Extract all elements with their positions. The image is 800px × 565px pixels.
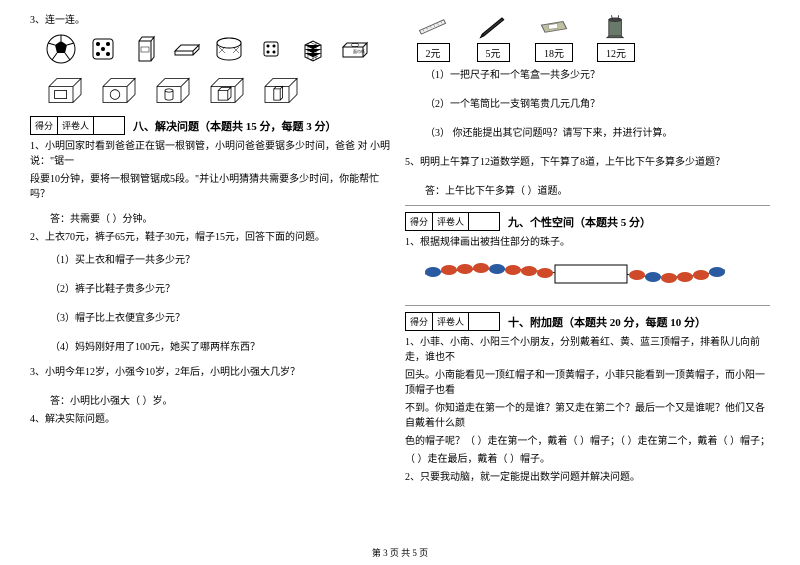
q10-1d: 色的帽子呢？（ ）走在第一个，戴着（ ）帽子；（ ）走在第二个，戴着（ ）帽子；: [405, 434, 770, 449]
sphere-shape-icon: [99, 73, 139, 108]
price-5: 5元: [477, 43, 510, 62]
q2-3: （3）帽子比上衣便宜多少元？: [30, 311, 395, 326]
section-9-header: 得分 评卷人 九、个性空间（本题共 5 分）: [405, 212, 770, 231]
soccer-ball-icon: [45, 33, 77, 65]
q3-answer: 答：小明比小强大（ ）岁。: [30, 394, 395, 409]
q2-1: （1）买上衣和帽子一共多少元？: [30, 253, 395, 268]
q2-2: （2）裤子比鞋子贵多少元？: [30, 282, 395, 297]
divider-2: [405, 305, 770, 306]
q1-line-b: 段要10分钟，要将一根钢管锯成5段。"并让小明猜猜共需要多少时间，你能帮忙吗？: [30, 172, 395, 202]
score-blank: [94, 117, 124, 134]
cube-shape-icon: [207, 73, 247, 108]
price-items-row: 2元 5元 18元 12元: [415, 12, 770, 62]
beads-diagram: [415, 256, 770, 295]
divider-1: [405, 205, 770, 206]
q1-line-a: 1、小明回家时看到爸爸正在锯一根钢管，小明问爸爸要锯多少时间，爸爸 对 小明说：…: [30, 139, 395, 169]
milk-carton-icon: [129, 33, 161, 65]
ruler-item: 2元: [415, 12, 451, 62]
q5: 5、明明上午算了12道数学题，下午算了8道，上午比下午多算多少道题？: [405, 155, 770, 170]
cuboid-shape-icon: [45, 73, 85, 108]
small-dice-icon: [255, 33, 287, 65]
q10-2: 2、只要我动脑，就一定能提出数学问题并解决问题。: [405, 470, 770, 485]
r3: （3） 你还能提出其它问题吗？请写下来，并进行计算。: [405, 126, 770, 141]
q9-1: 1、根据规律画出被挡住部分的珠子。: [405, 235, 770, 250]
cylinder-shape-icon: [153, 73, 193, 108]
q3-left: 3、小明今年12岁，小强今10岁，2年后，小明比小强大几岁？: [30, 365, 395, 380]
svg-text:面巾纸: 面巾纸: [353, 48, 365, 54]
match-bottom-row: [45, 73, 395, 108]
page-footer: 第 3 页 共 5 页: [0, 546, 800, 559]
r2: （2）一个笔筒比一支钢笔贵几元几角？: [405, 97, 770, 112]
pencase-item: 18元: [535, 12, 573, 62]
score-label-9: 得分: [406, 213, 433, 230]
q3-label: 3、连一连。: [30, 13, 395, 28]
penholder-item: 12元: [597, 12, 635, 62]
price-18: 18元: [535, 43, 573, 62]
grader-label-10: 评卷人: [433, 313, 469, 330]
r1: （1）一把尺子和一个笔盒一共多少元？: [405, 68, 770, 83]
cuboid2-shape-icon: [261, 73, 301, 108]
q10-1c: 不到。你知道走在第一个的是谁？第又走在第二个？最后一个又是谁呢？他们又各自戴着什…: [405, 401, 770, 431]
rubiks-cube-icon: [297, 33, 329, 65]
pen-item: 5元: [475, 12, 511, 62]
q10-1a: 1、小菲、小南、小阳三个小朋友，分别戴着红、黄、蓝三顶帽子，排着队儿向前走，谁也…: [405, 335, 770, 365]
q2-4: （4）妈妈刚好用了100元，她买了哪两样东西？: [30, 340, 395, 355]
q2-text: 2、上衣70元，裤子65元，鞋子30元，帽子15元，回答下面的问题。: [30, 230, 395, 245]
tissue-box-icon: 面巾纸: [339, 33, 371, 65]
q10-1b: 回头。小南能看见一顶红帽子和一顶黄帽子，小菲只能看到一顶黄帽子，而小阳一顶帽子也…: [405, 368, 770, 398]
match-top-row: 面巾纸: [45, 33, 395, 65]
price-12: 12元: [597, 43, 635, 62]
pen-icon: [475, 12, 511, 40]
score-label-10: 得分: [406, 313, 433, 330]
penholder-icon: [598, 12, 634, 40]
dice-icon: [87, 33, 119, 65]
q4-text: 4、解决实际问题。: [30, 412, 395, 427]
price-2: 2元: [417, 43, 450, 62]
section-8-title: 八、解决问题（本题共 15 分，每题 3 分）: [133, 118, 337, 134]
score-box-9: 得分 评卷人: [405, 212, 500, 231]
grader-label-9: 评卷人: [433, 213, 469, 230]
drum-icon: [213, 33, 245, 65]
section-8-header: 得分 评卷人 八、解决问题（本题共 15 分，每题 3 分）: [30, 116, 395, 135]
pencase-icon: [536, 12, 572, 40]
ruler-icon: [415, 12, 451, 40]
q1-answer: 答：共需要（ ）分钟。: [30, 212, 395, 227]
eraser-icon: [171, 33, 203, 65]
section-10-header: 得分 评卷人 十、附加题（本题共 20 分，每题 10 分）: [405, 312, 770, 331]
q10-1e: （ ）走在最后，戴着（ ）帽子。: [405, 452, 770, 467]
score-label: 得分: [31, 117, 58, 134]
section-10-title: 十、附加题（本题共 20 分，每题 10 分）: [508, 314, 706, 330]
score-box-10: 得分 评卷人: [405, 312, 500, 331]
score-blank-10: [469, 313, 499, 330]
grader-label: 评卷人: [58, 117, 94, 134]
right-column: 2元 5元 18元 12元 （1）一把尺子和一个笔盒一共多少元？ （2）一个笔筒…: [405, 10, 770, 488]
score-box-8: 得分 评卷人: [30, 116, 125, 135]
section-9-title: 九、个性空间（本题共 5 分）: [508, 214, 651, 230]
left-column: 3、连一连。 面巾纸 得分 评卷人 八、解决问题（本题共: [30, 10, 395, 488]
score-blank-9: [469, 213, 499, 230]
q5-answer: 答：上午比下午多算（ ）道题。: [405, 184, 770, 199]
